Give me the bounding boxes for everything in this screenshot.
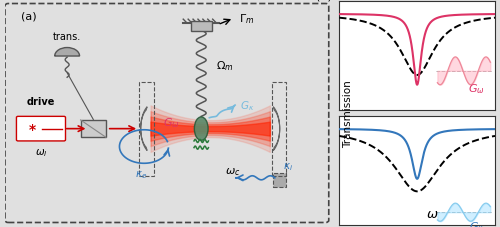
FancyBboxPatch shape: [16, 117, 66, 141]
Text: $G_\omega$: $G_\omega$: [468, 82, 484, 96]
Text: $G_\kappa$: $G_\kappa$: [240, 99, 254, 112]
Polygon shape: [274, 107, 280, 151]
Wedge shape: [54, 48, 80, 57]
Text: $\omega$: $\omega$: [426, 207, 439, 220]
Text: drive: drive: [27, 97, 55, 107]
Text: $\kappa_i$: $\kappa_i$: [283, 161, 293, 173]
Text: $\Gamma_m$: $\Gamma_m$: [239, 12, 254, 26]
Text: $\omega_l$: $\omega_l$: [34, 147, 48, 159]
Polygon shape: [80, 120, 106, 138]
Text: $G_\kappa$: $G_\kappa$: [468, 219, 484, 227]
Text: Transmission: Transmission: [344, 80, 353, 147]
FancyBboxPatch shape: [190, 22, 212, 32]
Polygon shape: [140, 107, 147, 151]
Text: $\Omega_m$: $\Omega_m$: [216, 59, 234, 73]
FancyBboxPatch shape: [5, 5, 329, 222]
Text: (a): (a): [22, 11, 37, 21]
Ellipse shape: [194, 117, 208, 141]
FancyBboxPatch shape: [273, 174, 286, 187]
Text: $\kappa_e$: $\kappa_e$: [134, 168, 147, 180]
Text: $G_\omega$: $G_\omega$: [163, 116, 180, 129]
Text: trans.: trans.: [53, 32, 82, 42]
Text: *: *: [29, 122, 36, 136]
Text: $\omega_c$: $\omega_c$: [226, 165, 241, 177]
Text: (b): (b): [316, 0, 332, 1]
